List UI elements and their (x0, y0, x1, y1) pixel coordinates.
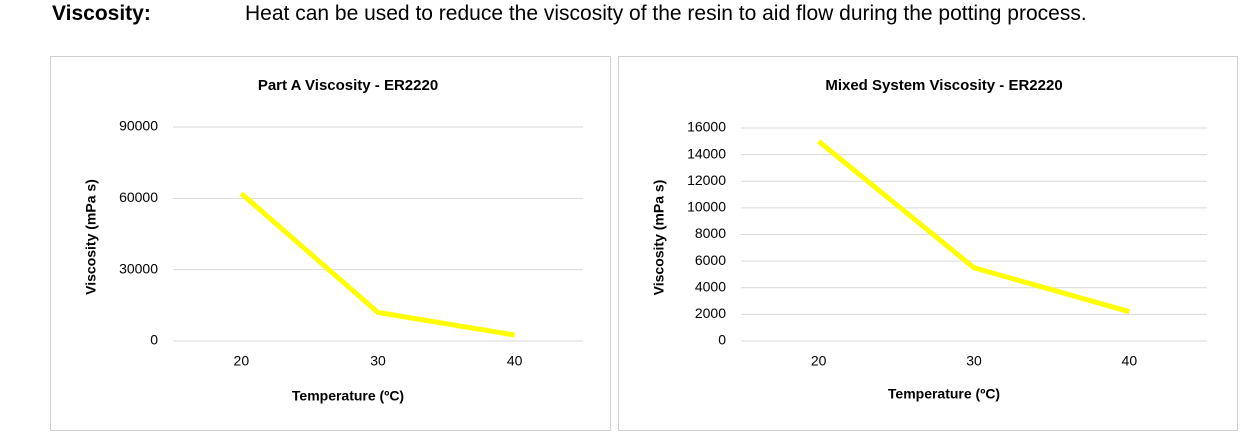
y-tick-label: 0 (718, 332, 726, 348)
y-tick-label: 16000 (687, 119, 726, 135)
y-axis-title: Viscosity (mPa s) (651, 180, 667, 296)
x-tick-label: 30 (370, 353, 386, 369)
y-tick-label: 8000 (695, 225, 726, 241)
y-tick-label: 4000 (695, 278, 726, 294)
y-tick-label: 2000 (695, 305, 726, 321)
y-tick-label: 14000 (687, 145, 726, 161)
x-tick-label: 20 (234, 353, 250, 369)
chart-frame (50, 56, 611, 431)
chart-title: Mixed System Viscosity - ER2220 (825, 77, 1062, 94)
y-tick-label: 12000 (687, 172, 726, 188)
chart-title: Part A Viscosity - ER2220 (258, 77, 438, 94)
y-tick-label: 30000 (119, 260, 158, 276)
y-tick-label: 6000 (695, 252, 726, 268)
y-tick-label: 90000 (119, 118, 158, 134)
x-tick-label: 40 (507, 353, 523, 369)
chart-frame (618, 56, 1238, 431)
x-tick-label: 20 (811, 353, 827, 369)
x-tick-label: 40 (1122, 353, 1138, 369)
data-line (817, 139, 1131, 315)
section-label: Viscosity: (52, 2, 151, 25)
data-line (239, 191, 516, 338)
description: Heat can be used to reduce the viscosity… (245, 2, 1087, 25)
y-tick-label: 0 (150, 332, 158, 348)
x-axis-title: Temperature (ºC) (888, 386, 1000, 402)
y-tick-label: 60000 (119, 189, 158, 205)
x-tick-label: 30 (966, 353, 982, 369)
y-tick-label: 10000 (687, 199, 726, 215)
x-axis-title: Temperature (ºC) (292, 388, 404, 404)
y-axis-title: Viscosity (mPa s) (83, 179, 99, 295)
